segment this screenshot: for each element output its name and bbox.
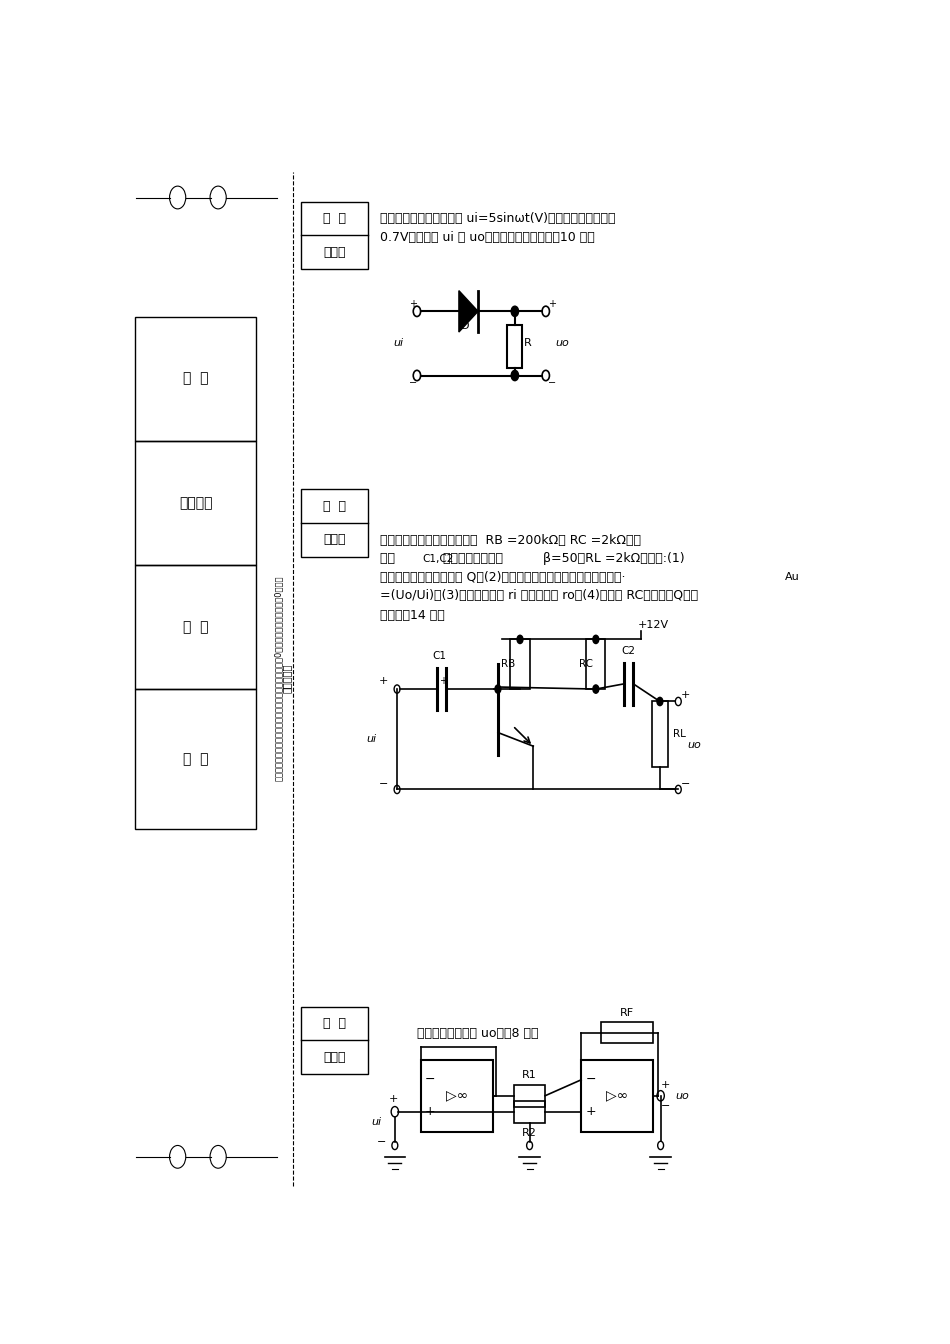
Text: +: + — [389, 1094, 398, 1105]
Text: +: + — [425, 1105, 436, 1118]
Text: RB: RB — [501, 659, 515, 669]
Bar — [507, 325, 522, 368]
Text: C2: C2 — [621, 645, 636, 656]
Text: 得  分: 得 分 — [323, 500, 346, 512]
Text: 四、电路如图所示，已知 ui=5sinωt(V)，二极管导通电压为: 四、电路如图所示，已知 ui=5sinωt(V)，二极管导通电压为 — [380, 212, 616, 224]
Bar — [421, 1059, 493, 1132]
Bar — [135, 689, 256, 829]
Bar — [135, 441, 256, 564]
Text: +: + — [660, 1081, 670, 1090]
Text: −: − — [379, 780, 389, 789]
Text: 电容            足够大。晶体管的          β=50，RL =2kΩ。试求:(1): 电容 足够大。晶体管的 β=50，RL =2kΩ。试求:(1) — [380, 552, 685, 566]
Bar — [514, 1101, 545, 1122]
Text: 得  分: 得 分 — [323, 212, 346, 224]
Text: ▷∞: ▷∞ — [446, 1089, 467, 1103]
Text: −: − — [377, 1137, 387, 1148]
Text: RF: RF — [619, 1008, 634, 1017]
Circle shape — [511, 371, 519, 380]
Bar — [301, 489, 368, 556]
Text: ui: ui — [371, 1117, 382, 1128]
Text: uo: uo — [687, 741, 701, 750]
Text: =(Uo/Ui)；(3)求解输入电阻 ri 和输出电阻 ro；(4)试说明 RC的大小对Q点的: =(Uo/Ui)；(3)求解输入电阻 ri 和输出电阻 ro；(4)试说明 RC… — [380, 590, 698, 602]
Text: uo: uo — [555, 339, 569, 348]
Text: ui: ui — [393, 339, 404, 348]
Bar — [135, 317, 256, 441]
Text: +: + — [440, 676, 447, 685]
Text: 计算该电路的静态工作点 Q；(2)画出微变等效电路，求电压放大倍数·: 计算该电路的静态工作点 Q；(2)画出微变等效电路，求电压放大倍数· — [380, 571, 626, 583]
Text: 学  号: 学 号 — [183, 620, 208, 634]
Bar — [601, 1023, 653, 1043]
Text: 影响。（14 分）: 影响。（14 分） — [380, 609, 445, 622]
Circle shape — [517, 636, 523, 644]
Bar — [514, 1085, 545, 1106]
Circle shape — [495, 685, 501, 694]
Text: ▷∞: ▷∞ — [606, 1089, 628, 1103]
Bar — [301, 202, 368, 269]
Text: 六、试求输出电压 uo。（8 分）: 六、试求输出电压 uo。（8 分） — [417, 1027, 539, 1040]
Text: 得  分: 得 分 — [323, 1017, 346, 1030]
Text: 评卷人: 评卷人 — [323, 246, 346, 258]
Text: +: + — [681, 691, 691, 700]
Text: −: − — [547, 378, 556, 388]
Text: R1: R1 — [522, 1070, 537, 1079]
Text: +: + — [409, 300, 417, 309]
Text: ui: ui — [366, 734, 376, 745]
Bar — [652, 702, 668, 766]
Text: 姓  名: 姓 名 — [183, 751, 208, 766]
Circle shape — [593, 636, 598, 644]
Text: +12V: +12V — [637, 620, 669, 630]
Bar — [581, 1059, 654, 1132]
Text: RC: RC — [579, 659, 593, 669]
Text: −: − — [585, 1074, 596, 1086]
Text: C1,C2: C1,C2 — [423, 554, 454, 563]
Text: D: D — [462, 321, 469, 331]
Text: 评卷人: 评卷人 — [323, 1051, 346, 1063]
Text: R: R — [523, 339, 531, 348]
Text: −: − — [425, 1074, 435, 1086]
Text: −: − — [409, 378, 417, 388]
Text: 评卷人: 评卷人 — [323, 534, 346, 546]
Text: 学  院: 学 院 — [183, 371, 208, 386]
Text: 评卷密封线: 评卷密封线 — [281, 664, 292, 694]
Text: uo: uo — [675, 1091, 689, 1101]
Bar — [135, 564, 256, 689]
Text: 五、单管放大电路如图所示，  RB =200kΩ， RC =2kΩ，且: 五、单管放大电路如图所示， RB =200kΩ， RC =2kΩ，且 — [380, 534, 641, 547]
Text: 专业班级: 专业班级 — [179, 496, 213, 509]
Text: +: + — [585, 1105, 597, 1118]
Bar — [586, 640, 605, 689]
Circle shape — [593, 685, 598, 694]
Bar — [510, 640, 530, 689]
Text: 0.7V。试画出 ui 与 uo波形，并标出幅值。（10 分）: 0.7V。试画出 ui 与 uo波形，并标出幅值。（10 分） — [380, 231, 595, 245]
Text: +: + — [547, 300, 556, 309]
Text: Au: Au — [785, 573, 800, 582]
Text: 密封线内不要答题，密封线内不要答题，请将考试成绩按0分处理，违者考试成绩按0分处理: 密封线内不要答题，密封线内不要答题，请将考试成绩按0分处理，违者考试成绩按0分处… — [274, 577, 283, 781]
Text: −: − — [681, 780, 691, 789]
Polygon shape — [459, 290, 478, 332]
Circle shape — [657, 698, 663, 706]
Text: R2: R2 — [522, 1128, 537, 1138]
Text: C1: C1 — [433, 650, 446, 661]
Text: RL: RL — [674, 728, 686, 739]
Bar — [301, 1007, 368, 1074]
Text: +: + — [379, 676, 389, 685]
Circle shape — [511, 306, 519, 317]
Text: −: − — [660, 1101, 670, 1111]
